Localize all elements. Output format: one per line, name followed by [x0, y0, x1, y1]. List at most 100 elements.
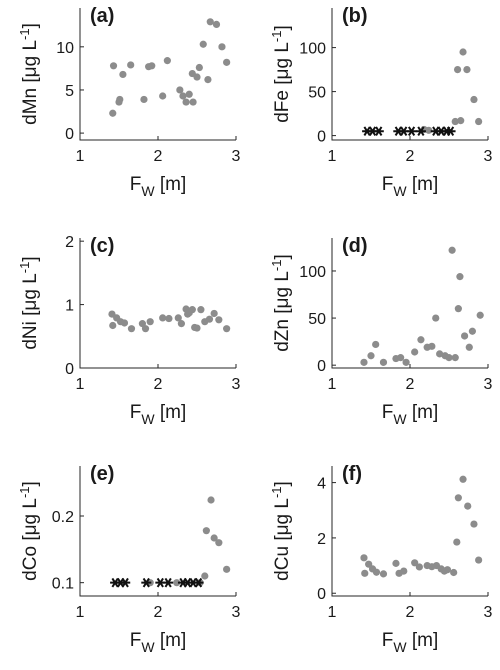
axis-lines	[331, 238, 488, 369]
data-point	[397, 354, 405, 362]
x-axis-label: FW [m]	[130, 402, 187, 427]
censored-point-marker	[373, 126, 384, 136]
data-point	[459, 475, 467, 483]
censored-point-marker	[141, 577, 152, 588]
panel-label: (d)	[342, 235, 368, 257]
x-tick-label: 2	[154, 376, 163, 393]
y-tick-label: 0	[65, 126, 74, 143]
panel-label: (f)	[342, 463, 362, 485]
data-point	[223, 325, 231, 333]
y-tick-label: 50	[308, 311, 326, 328]
axis-lines	[331, 8, 488, 141]
data-point	[188, 306, 196, 314]
data-point	[165, 314, 173, 323]
data-point	[463, 66, 471, 74]
panel-label: (b)	[342, 5, 368, 27]
data-point	[140, 95, 148, 104]
x-tick-label: 1	[76, 148, 85, 165]
y-tick-label: 2	[65, 234, 74, 251]
y-tick-label: 1	[65, 298, 74, 315]
data-point	[360, 554, 368, 562]
x-tick-label: 2	[406, 604, 415, 621]
censored-point-marker	[163, 577, 174, 588]
data-point	[470, 520, 478, 528]
y-axis-label: dMn [μg L-1]	[17, 23, 41, 125]
data-point	[456, 273, 464, 281]
data-point	[146, 318, 154, 326]
data-point	[451, 354, 459, 362]
x-tick-label: 3	[232, 148, 241, 165]
data-point	[454, 305, 462, 313]
x-axis-label: FW [m]	[130, 630, 187, 655]
data-point	[372, 340, 380, 349]
y-tick-label: 0	[317, 129, 326, 146]
x-tick-label: 2	[154, 604, 163, 621]
data-point	[402, 358, 410, 366]
data-point	[425, 126, 433, 134]
x-tick-label: 1	[328, 148, 337, 165]
panel-d: 1 2 3 0 50 100 FW [m] dZn [μg L-1] (d)	[269, 235, 493, 427]
data-point	[204, 76, 212, 84]
data-point	[201, 572, 209, 580]
panel-a: 1 2 3 0 5 10 FW [m] dMn [μg L-1] (a)	[17, 5, 241, 199]
data-point	[193, 324, 201, 332]
data-point	[476, 311, 484, 319]
y-axis-label: dCu [μg L-1]	[269, 481, 293, 581]
y-axis-label: dNi [μg L-1]	[17, 256, 41, 349]
y-tick-label: 0	[317, 586, 326, 603]
x-axis-label: FW [m]	[382, 630, 439, 655]
data-point	[197, 306, 205, 314]
data-point	[475, 117, 483, 126]
data-point	[432, 314, 440, 322]
y-tick-label: 0.1	[52, 576, 74, 593]
data-point	[177, 320, 185, 328]
data-point	[457, 117, 465, 125]
censored-point-marker	[445, 126, 456, 136]
data-point	[173, 579, 181, 587]
panel-label: (e)	[90, 463, 114, 485]
data-point	[361, 569, 369, 577]
data-point	[127, 325, 136, 333]
data-point	[215, 539, 223, 547]
data-point	[411, 348, 419, 356]
data-point	[367, 352, 375, 360]
data-point	[176, 86, 184, 94]
x-axis-label: FW [m]	[382, 402, 439, 427]
data-point	[372, 568, 381, 576]
data-point	[450, 568, 458, 577]
panel-label: (a)	[90, 5, 114, 27]
data-point	[443, 566, 452, 574]
data-point	[119, 70, 127, 79]
data-point	[202, 527, 210, 535]
data-point	[189, 98, 197, 106]
x-tick-label: 2	[406, 376, 415, 393]
data-point	[453, 538, 461, 546]
data-point	[182, 98, 190, 106]
panel-label: (c)	[90, 235, 114, 257]
x-tick-label: 1	[76, 604, 85, 621]
data-point	[109, 62, 118, 70]
data-point	[379, 570, 388, 578]
data-point	[436, 350, 444, 358]
x-tick-label: 3	[484, 376, 493, 393]
data-point	[116, 95, 124, 104]
x-tick-label: 3	[232, 604, 241, 621]
data-point	[454, 494, 462, 502]
data-point	[428, 342, 436, 350]
data-point	[179, 92, 187, 100]
data-point	[400, 567, 408, 575]
data-point	[459, 48, 467, 56]
censored-point-marker	[120, 577, 131, 588]
data-point	[453, 66, 462, 74]
data-point	[451, 117, 459, 126]
x-tick-label: 1	[328, 376, 337, 393]
data-point	[415, 563, 423, 571]
data-point	[193, 73, 201, 81]
censored-point-marker	[415, 126, 426, 136]
data-point	[379, 358, 388, 366]
data-point	[470, 95, 478, 104]
axis-lines	[79, 466, 236, 597]
data-point	[163, 57, 171, 65]
